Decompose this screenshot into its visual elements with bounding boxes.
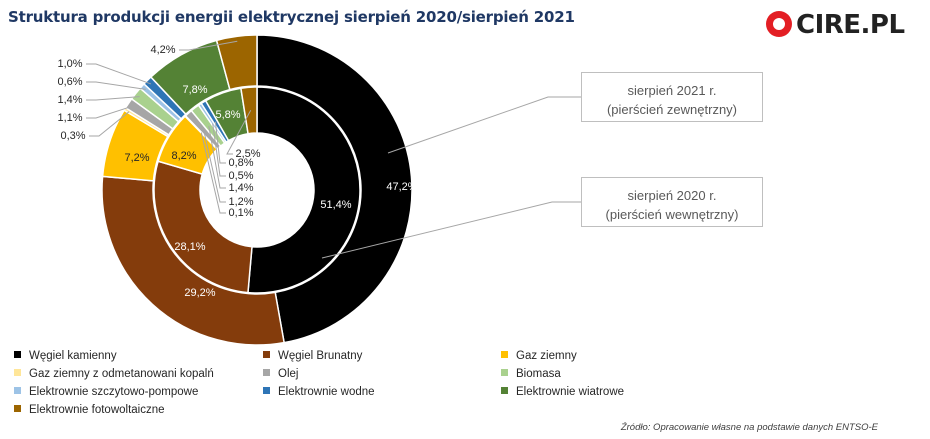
outer-leader-4 xyxy=(86,105,133,119)
legend-label-8: Elektrownie wiatrowe xyxy=(516,386,625,398)
legend-item-6: Elektrownie szczytowo-pompowe xyxy=(14,386,198,398)
outer-leader-3 xyxy=(89,111,130,137)
inner-label-9: 2,5% xyxy=(235,148,260,160)
outer-ring xyxy=(101,34,413,346)
inner-slice-9 xyxy=(240,86,258,135)
legend-swatch-2 xyxy=(501,351,508,358)
label-leader-lines xyxy=(86,40,581,259)
outer-slice-0 xyxy=(256,34,413,344)
callout-outer-line2: (pierścień zewnętrzny) xyxy=(606,102,738,117)
cire-logo-icon xyxy=(766,11,792,37)
cire-logo: CIRE.PL xyxy=(766,10,916,40)
outer-label-1: 29,2% xyxy=(184,287,215,299)
legend-item-3: Gaz ziemny z odmetanowani kopalń xyxy=(14,368,214,380)
inner-label-2: 8,2% xyxy=(171,150,196,162)
outer-label-7: 1,0% xyxy=(57,58,82,70)
callout-outer-leader xyxy=(387,96,581,154)
source-note: Źródło: Opracowanie własne na podstawie … xyxy=(620,422,878,433)
inner-ring xyxy=(153,86,361,294)
legend-item-1: Węgiel Brunatny xyxy=(263,350,362,362)
legend-swatch-6 xyxy=(14,387,21,394)
inner-label-3: 0,1% xyxy=(228,207,253,219)
outer-label-0: 47,2% xyxy=(386,181,417,193)
outer-slice-9 xyxy=(215,34,258,91)
legend-swatch-8 xyxy=(501,387,508,394)
legend-item-9: Elektrownie fotowoltaiczne xyxy=(14,404,165,416)
legend-swatch-4 xyxy=(263,369,270,376)
outer-leader-5 xyxy=(86,96,140,101)
inner-label-6: 0,5% xyxy=(228,170,253,182)
callout-inner-ring: sierpień 2020 r. (pierścień wewnętrzny) xyxy=(581,177,763,227)
legend-item-5: Biomasa xyxy=(501,368,561,380)
legend-item-4: Olej xyxy=(263,368,298,380)
callout-inner-line2: (pierścień wewnętrzny) xyxy=(605,207,739,222)
legend-label-5: Biomasa xyxy=(516,368,561,380)
inner-leader-3 xyxy=(200,132,226,214)
outer-label-2: 7,2% xyxy=(124,152,149,164)
legend-swatch-9 xyxy=(14,405,21,412)
inner-leader-6 xyxy=(212,123,226,177)
legend-item-2: Gaz ziemny xyxy=(501,350,577,362)
inner-slice-1 xyxy=(153,160,253,294)
legend-swatch-1 xyxy=(263,351,270,358)
cire-logo-text: CIRE.PL xyxy=(796,10,905,40)
outer-label-9: 4,2% xyxy=(150,44,175,56)
legend-label-0: Węgiel kamienny xyxy=(29,350,117,362)
legend-label-3: Gaz ziemny z odmetanowani kopalń xyxy=(29,368,214,380)
legend-item-0: Węgiel kamienny xyxy=(14,350,117,362)
legend-label-9: Elektrownie fotowoltaiczne xyxy=(29,404,165,416)
legend-item-8: Elektrownie wiatrowe xyxy=(501,386,624,398)
legend-label-6: Elektrownie szczytowo-pompowe xyxy=(29,386,199,398)
inner-leader-7 xyxy=(214,121,226,164)
outer-label-6: 0,6% xyxy=(57,76,82,88)
callout-inner-line1: sierpień 2020 r. xyxy=(627,188,717,203)
legend-label-7: Elektrownie wodne xyxy=(278,386,375,398)
inner-leader-9 xyxy=(226,110,252,155)
callout-outer-ring: sierpień 2021 r. (pierścień zewnętrzny) xyxy=(581,72,763,122)
outer-label-8: 7,8% xyxy=(182,84,207,96)
callout-outer-line1: sierpień 2021 r. xyxy=(627,83,717,98)
outer-leader-9 xyxy=(179,40,238,51)
legend-label-1: Węgiel Brunatny xyxy=(278,350,363,362)
callout-inner-leader xyxy=(321,201,581,259)
legend-label-4: Olej xyxy=(278,368,299,380)
inner-leader-5 xyxy=(208,126,226,189)
inner-slice-0 xyxy=(247,86,361,294)
legend-swatch-7 xyxy=(263,387,270,394)
inner-label-8: 5,8% xyxy=(215,109,240,121)
outer-label-5: 1,4% xyxy=(57,94,82,106)
legend-item-7: Elektrownie wodne xyxy=(263,386,375,398)
inner-label-1: 28,1% xyxy=(174,241,205,253)
outer-leader-6 xyxy=(86,81,146,90)
legend-label-2: Gaz ziemny xyxy=(516,350,577,362)
legend-swatch-5 xyxy=(501,369,508,376)
outer-label-4: 1,1% xyxy=(57,112,82,124)
chart-title: Struktura produkcji energii elektrycznej… xyxy=(8,8,575,26)
inner-label-5: 1,4% xyxy=(228,182,253,194)
outer-label-3: 0,3% xyxy=(60,130,85,142)
inner-label-7: 0,8% xyxy=(228,157,253,169)
outer-slice-1 xyxy=(101,175,285,346)
inner-leader-4 xyxy=(203,130,226,203)
inner-label-0: 51,4% xyxy=(320,199,351,211)
inner-label-4: 1,2% xyxy=(228,196,253,208)
legend-swatch-3 xyxy=(14,369,21,376)
legend-swatch-0 xyxy=(14,351,21,358)
outer-leader-7 xyxy=(86,63,152,85)
data-labels: 47,2% 29,2% 7,2% 0,3% 1,1% 1,4% 0,6% 1,0% 7,8% 4,… xyxy=(57,44,417,299)
